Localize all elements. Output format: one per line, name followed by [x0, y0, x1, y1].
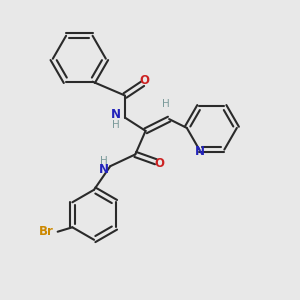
Text: H: H — [162, 99, 170, 110]
Text: H: H — [112, 120, 119, 130]
Text: H: H — [100, 156, 108, 166]
Text: Br: Br — [39, 225, 54, 238]
Text: N: N — [111, 108, 121, 121]
Text: O: O — [139, 74, 149, 87]
Text: N: N — [195, 145, 205, 158]
Text: N: N — [99, 163, 109, 176]
Text: O: O — [154, 157, 164, 170]
